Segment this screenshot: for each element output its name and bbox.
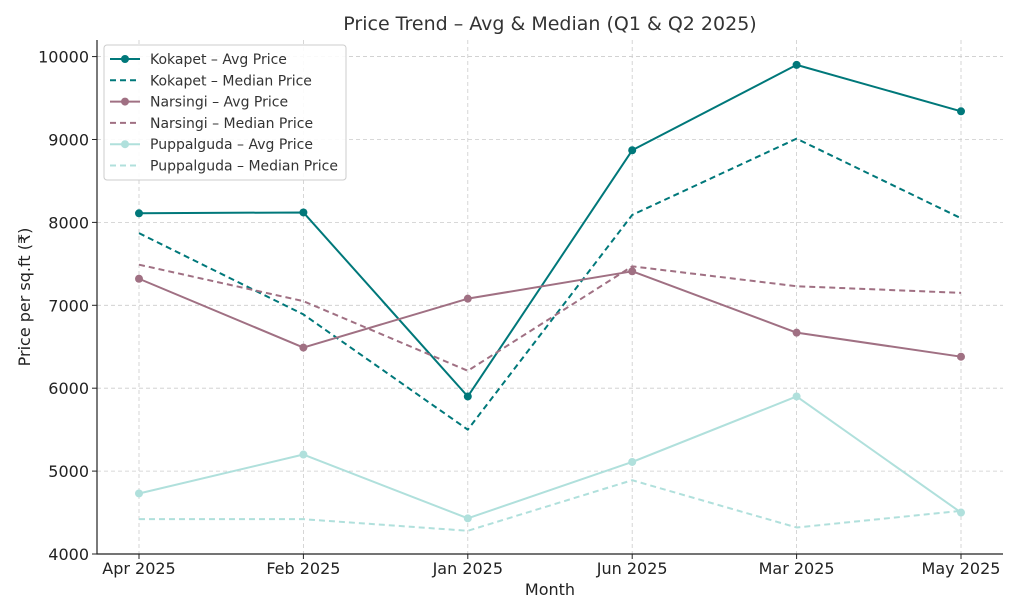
legend-entry: Kokapet – Avg Price — [110, 52, 287, 68]
series-5 — [139, 479, 962, 532]
data-point — [463, 514, 472, 523]
y-tick-label: 4000 — [48, 545, 89, 564]
data-point — [135, 274, 143, 283]
series-line — [138, 395, 962, 520]
data-point — [463, 392, 472, 401]
legend-label: Narsingi – Avg Price — [150, 95, 288, 111]
series-1 — [138, 137, 962, 431]
data-point — [299, 343, 308, 352]
legend-label: Kokapet – Avg Price — [150, 52, 287, 68]
data-point — [792, 328, 801, 337]
x-axis-label: Month — [525, 580, 575, 599]
x-tick-label: Jan 2025 — [432, 559, 503, 578]
x-tick-label: Mar 2025 — [759, 559, 835, 578]
y-tick-label: 6000 — [48, 379, 89, 398]
series-2 — [135, 267, 965, 361]
series-line — [138, 270, 962, 358]
series-4 — [135, 392, 965, 523]
x-tick-label: May 2025 — [922, 559, 1001, 578]
data-point — [957, 508, 965, 517]
series-layer — [135, 60, 965, 532]
data-point — [135, 209, 143, 218]
data-point — [628, 146, 637, 155]
data-point — [463, 294, 472, 303]
series-line — [139, 479, 962, 532]
series-0 — [135, 60, 965, 401]
y-tick-label: 9000 — [48, 130, 89, 149]
x-tick-label: Feb 2025 — [266, 559, 340, 578]
y-tick-label: 8000 — [48, 213, 89, 232]
series-line — [138, 137, 962, 431]
legend-marker — [121, 55, 129, 63]
tick-labels: Apr 2025 Feb 2025 Jan 2025 Jun 2025 Mar 2025… — [38, 48, 1000, 578]
data-point — [792, 60, 801, 69]
legend-entry: Puppalguda – Avg Price — [110, 137, 313, 153]
data-point — [957, 352, 965, 361]
series-line — [138, 63, 962, 398]
legend-entry: Puppalguda – Median Price — [110, 159, 338, 175]
legend-label: Narsingi – Median Price — [150, 116, 313, 132]
legend-marker — [121, 140, 129, 149]
legend-entry: Narsingi – Avg Price — [110, 95, 288, 111]
legend-marker — [121, 97, 129, 106]
data-point — [299, 450, 308, 459]
legend-label: Puppalguda – Avg Price — [150, 137, 313, 153]
data-point — [299, 208, 308, 217]
data-point — [628, 457, 637, 466]
legend-entry: Narsingi – Median Price — [110, 116, 313, 132]
x-tick-label: Apr 2025 — [102, 559, 175, 578]
y-tick-label: 10000 — [38, 48, 89, 67]
data-point — [792, 392, 801, 401]
legend-label: Puppalguda – Median Price — [150, 159, 338, 175]
series-line — [138, 263, 962, 372]
legend-entry: Kokapet – Median Price — [110, 73, 312, 89]
legend-box — [103, 44, 347, 181]
data-point — [957, 107, 965, 116]
x-tick-label: Jun 2025 — [596, 559, 668, 578]
legend-label: Kokapet – Median Price — [150, 73, 312, 89]
y-tick-label: 7000 — [48, 296, 89, 315]
series-3 — [138, 263, 962, 372]
data-point — [135, 489, 143, 498]
y-axis-label: Price per sq.ft (₹) — [15, 228, 34, 367]
chart-title: Price Trend – Avg & Median (Q1 & Q2 2025… — [343, 13, 756, 35]
y-tick-label: 5000 — [48, 462, 89, 481]
legend: Kokapet – Avg Price Kokapet – Median Pric… — [103, 44, 347, 181]
data-point — [628, 267, 637, 276]
